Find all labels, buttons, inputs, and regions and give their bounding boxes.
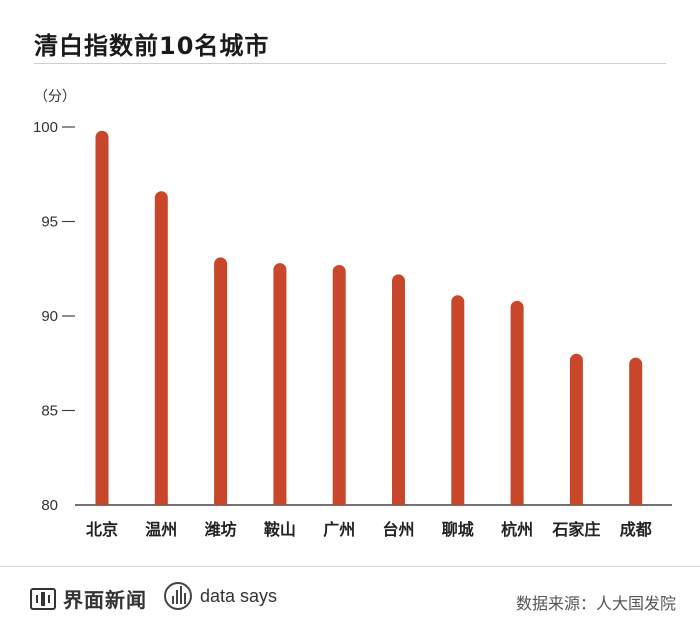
x-tick-label: 鞍山 xyxy=(264,520,296,539)
bar-温州 xyxy=(154,191,168,505)
jiemian-logo-icon xyxy=(30,587,56,610)
bar-北京 xyxy=(95,130,109,505)
bar-石家庄 xyxy=(569,353,583,505)
chart-title: 清白指数前10名城市 xyxy=(34,32,270,60)
x-tick-label: 石家庄 xyxy=(551,520,600,539)
data-source: 数据来源：人大国发院 xyxy=(515,594,676,613)
x-tick-label: 北京 xyxy=(86,520,118,539)
data-says-logo-icon xyxy=(164,582,192,610)
y-tick-label: 85 xyxy=(41,403,58,420)
bar-base-聊城 xyxy=(451,498,465,505)
jiemian-brand-name: 界面新闻 xyxy=(63,588,147,612)
bar-base-潍坊 xyxy=(214,498,228,505)
footer-divider xyxy=(0,566,700,567)
bar-base-温州 xyxy=(154,498,168,505)
bar-layer xyxy=(95,130,643,505)
bar-base-成都 xyxy=(629,498,643,505)
bar-base-北京 xyxy=(95,498,109,505)
label-layer: 北京 温州 潍坊 鞍山 广州 台州 聊城 杭州 石家庄 成都 xyxy=(86,520,652,539)
bar-台州 xyxy=(392,274,405,505)
bar-聊城 xyxy=(451,295,465,505)
x-tick-label: 杭州 xyxy=(501,520,533,539)
bar-base-杭州 xyxy=(510,498,524,505)
bar-chart: 80 85 90 95 100 北京 温州 潍坊 鞍山 广州 台州 聊城 杭州 石家庄 成都 xyxy=(33,119,672,539)
bar-杭州 xyxy=(510,300,524,505)
title-divider xyxy=(34,63,666,64)
bar-base-鞍山 xyxy=(273,498,287,505)
y-tick-label: 100 xyxy=(33,119,58,136)
bar-base-台州 xyxy=(392,498,405,505)
y-axis-unit-label: （分） xyxy=(34,89,76,105)
x-tick-label: 广州 xyxy=(323,520,355,539)
y-tick-label: 90 xyxy=(41,308,58,325)
x-tick-label: 成都 xyxy=(620,520,652,539)
data-says-logo: data says xyxy=(164,582,277,610)
x-tick-label: 聊城 xyxy=(442,520,474,539)
x-tick-label: 台州 xyxy=(382,520,414,539)
bar-鞍山 xyxy=(273,263,287,505)
y-tick-label: 95 xyxy=(41,214,58,231)
x-tick-label: 温州 xyxy=(144,520,177,539)
bar-广州 xyxy=(332,264,346,505)
bar-成都 xyxy=(629,357,643,505)
bar-潍坊 xyxy=(214,257,228,505)
x-tick-label: 潍坊 xyxy=(205,520,237,539)
data-says-name: data says xyxy=(200,585,278,606)
jiemian-logo: 界面新闻 xyxy=(30,584,147,613)
bar-base-广州 xyxy=(332,498,346,505)
bar-base-石家庄 xyxy=(569,498,583,505)
y-tick-label: 80 xyxy=(41,497,58,514)
